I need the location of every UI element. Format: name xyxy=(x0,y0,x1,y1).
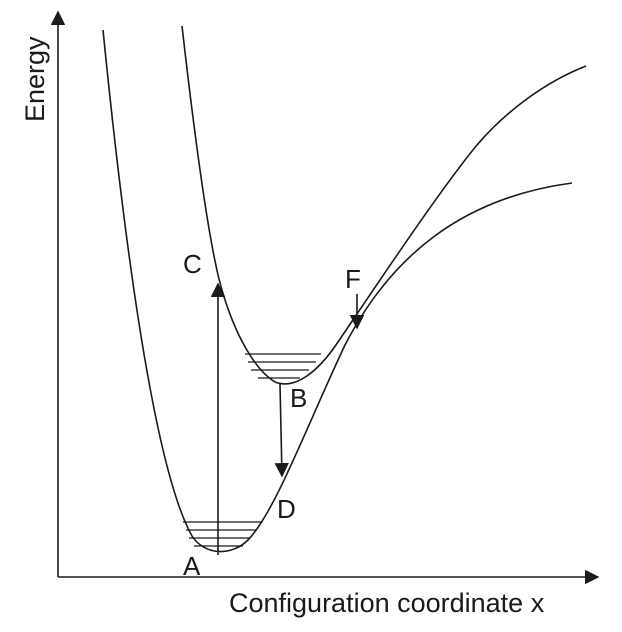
y-axis-label: Energy xyxy=(20,36,50,122)
ground-state-curve xyxy=(102,29,573,553)
x-axis-label: Configuration coordinate x xyxy=(229,588,545,618)
emission-arrow xyxy=(274,383,289,478)
label-A: A xyxy=(183,551,201,581)
excited-vibrational-levels xyxy=(245,353,321,379)
excited-state-curve xyxy=(181,25,587,385)
label-D: D xyxy=(277,494,296,524)
label-C: C xyxy=(183,249,202,279)
label-B: B xyxy=(290,383,307,413)
ground-vibrational-levels xyxy=(183,521,261,547)
label-F: F xyxy=(345,264,361,294)
